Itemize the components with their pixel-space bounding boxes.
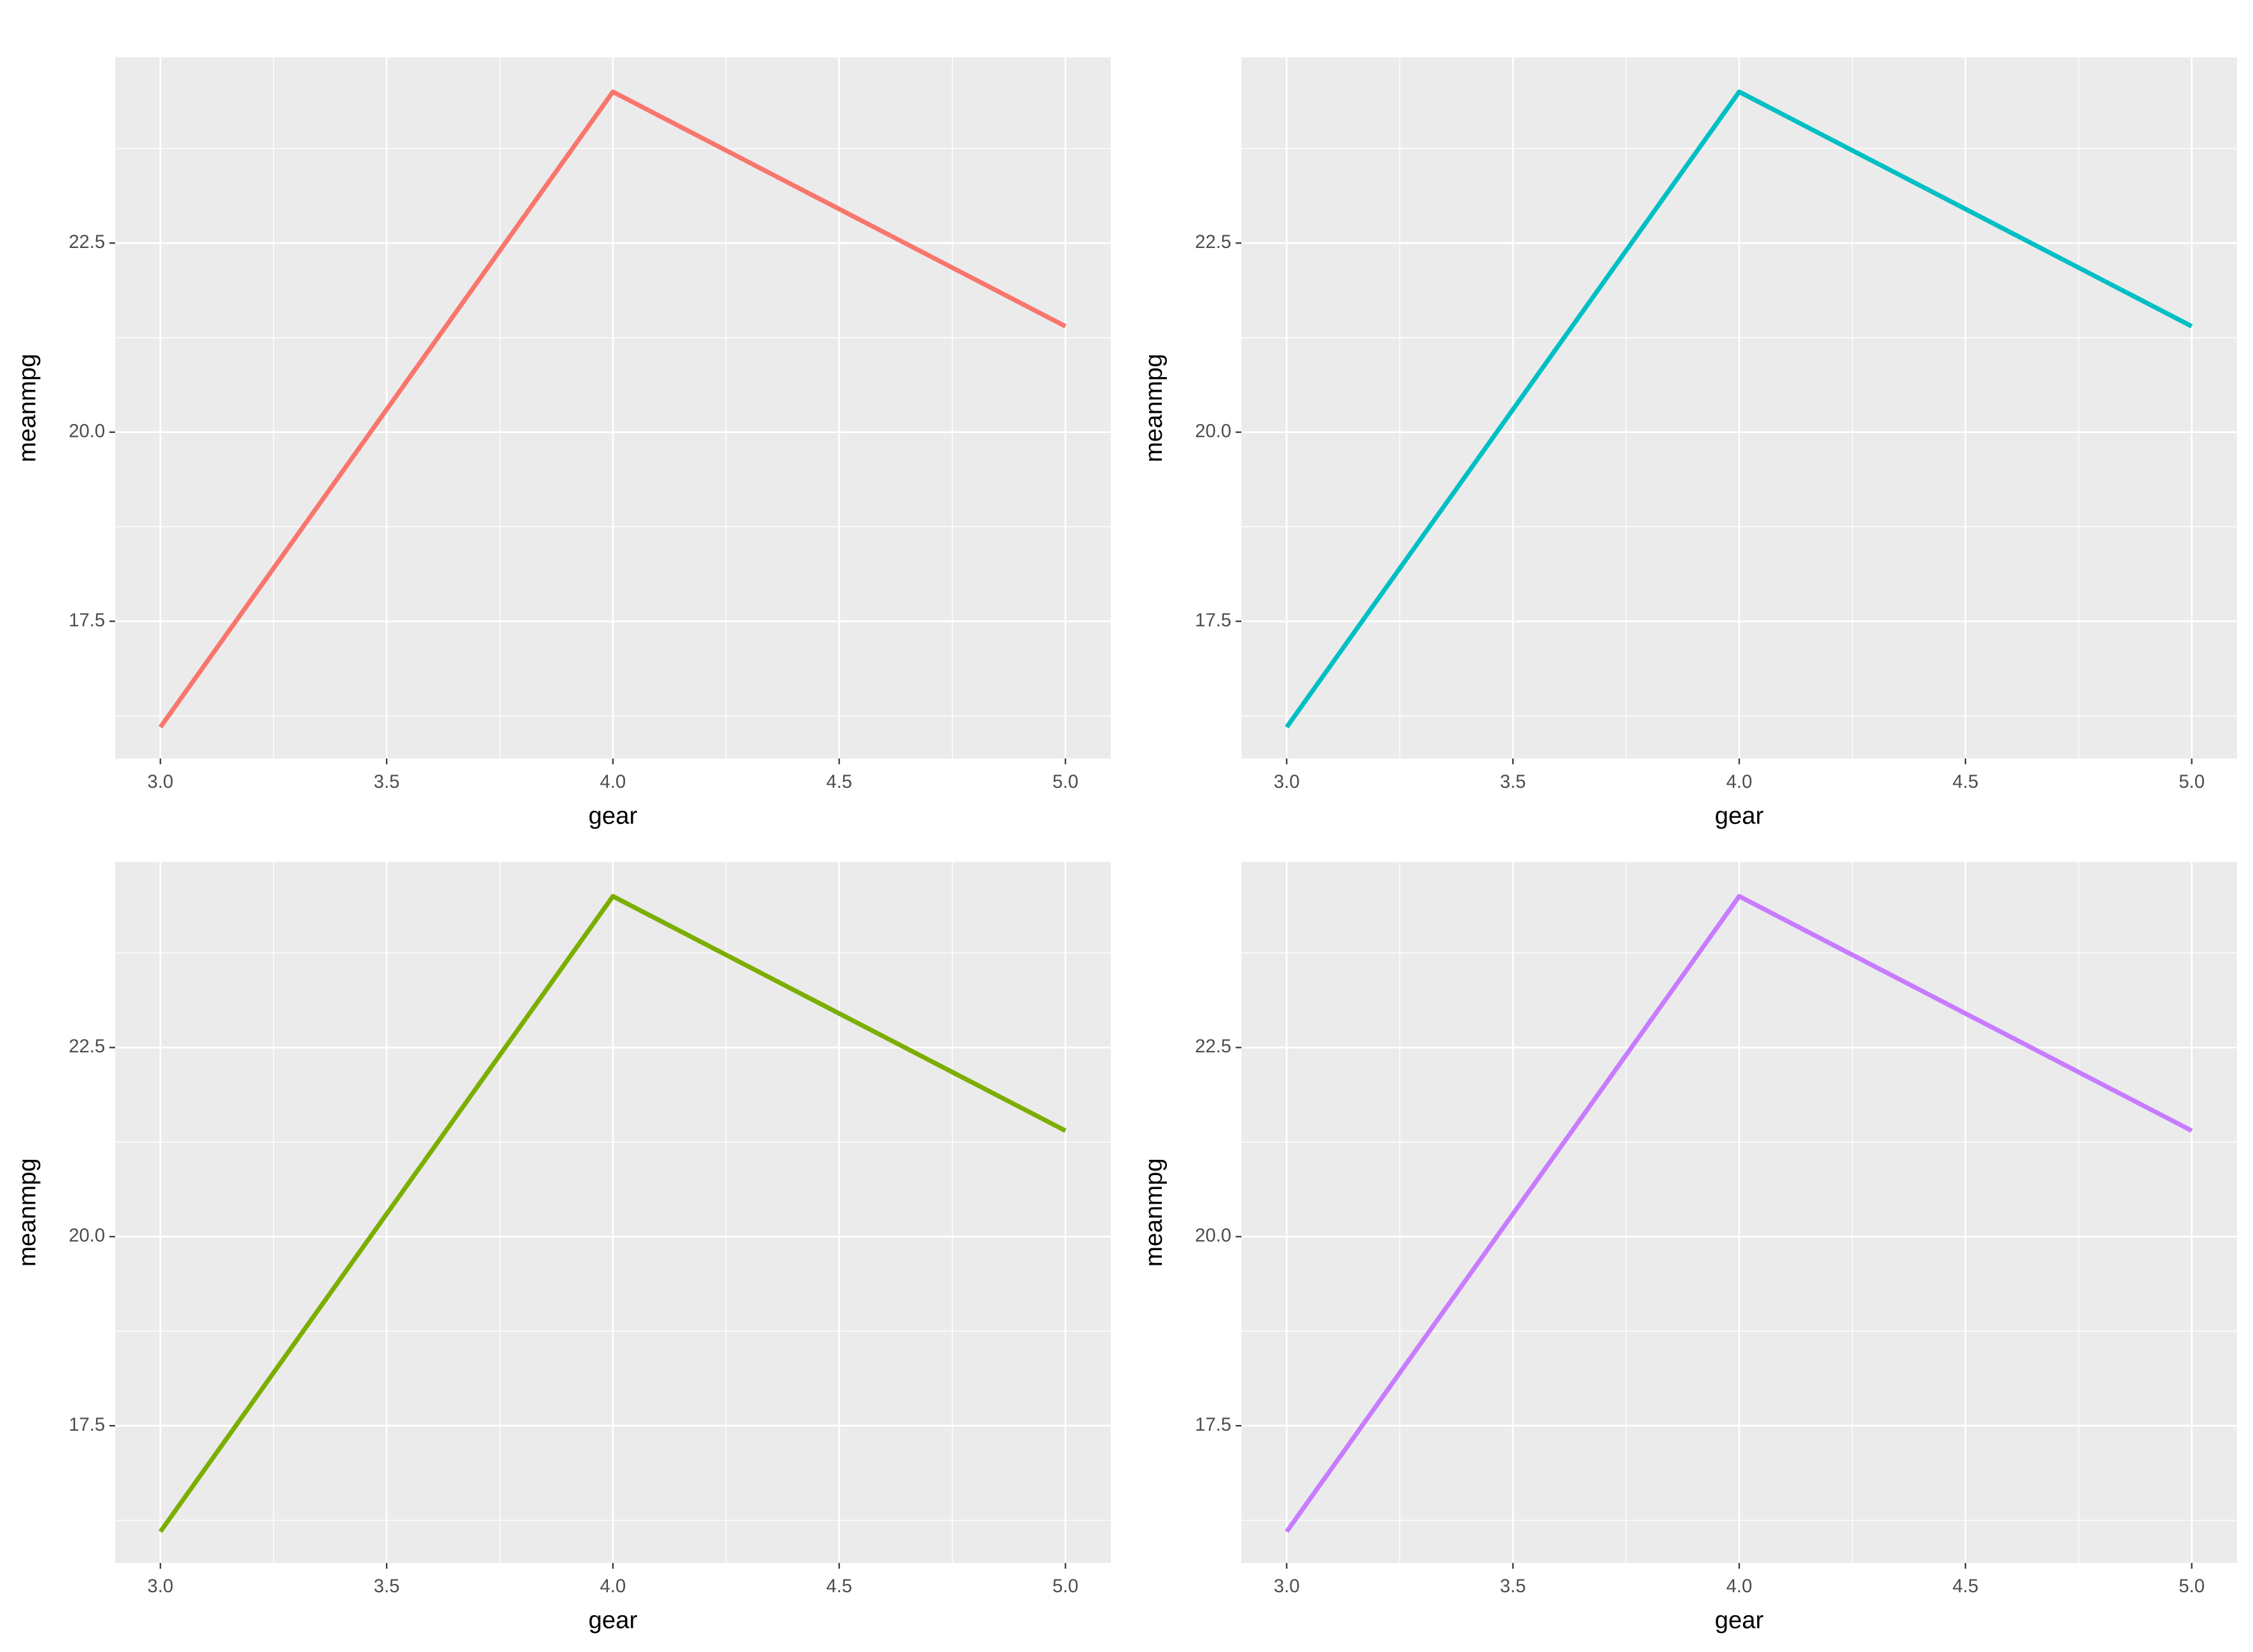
x-axis-title: gear xyxy=(588,802,637,830)
y-tick-label: 17.5 xyxy=(1195,1414,1231,1435)
x-tick-label: 3.5 xyxy=(1500,771,1526,792)
x-axis-title: gear xyxy=(1715,1607,1764,1634)
x-axis-title: gear xyxy=(1715,802,1764,830)
y-axis-title: meanmpg xyxy=(1140,354,1168,462)
y-tick-label: 20.0 xyxy=(69,1225,105,1246)
x-tick-label: 5.0 xyxy=(1052,771,1078,792)
y-tick-label: 20.0 xyxy=(1195,1225,1231,1246)
data-line xyxy=(158,893,1067,1533)
x-tick-label: 4.0 xyxy=(600,1576,626,1597)
x-tick-label: 4.5 xyxy=(1952,1576,1978,1597)
y-axis-title: meanmpg xyxy=(1140,1158,1168,1267)
x-tick-label: 3.0 xyxy=(148,1576,174,1597)
x-tick-label: 5.0 xyxy=(2179,771,2205,792)
x-tick-label: 4.5 xyxy=(1952,771,1978,792)
x-tick-label: 5.0 xyxy=(1052,1576,1078,1597)
x-tick-label: 4.0 xyxy=(600,771,626,792)
x-tick-label: 4.5 xyxy=(826,1576,852,1597)
panel: 17.5 20.0 22.5 3.0 3.5 4.0 4.5 5.0 gear meanmpg xyxy=(1140,57,2237,830)
data-line xyxy=(158,89,1067,729)
y-tick-label: 22.5 xyxy=(69,231,105,252)
x-tick-label: 3.5 xyxy=(1500,1576,1526,1597)
x-tick-label: 3.0 xyxy=(1274,1576,1300,1597)
x-tick-label: 3.5 xyxy=(374,771,400,792)
y-tick-label: 22.5 xyxy=(1195,231,1231,252)
x-tick-label: 4.5 xyxy=(826,771,852,792)
panel: 17.5 20.0 22.5 3.0 3.5 4.0 4.5 5.0 gear meanmpg xyxy=(14,57,1111,830)
x-tick-label: 4.0 xyxy=(1726,771,1753,792)
panel: 17.5 20.0 22.5 3.0 3.5 4.0 4.5 5.0 gear meanmpg xyxy=(1140,862,2237,1634)
y-tick-label: 20.0 xyxy=(69,420,105,441)
y-axis-title: meanmpg xyxy=(14,354,41,462)
data-line xyxy=(1285,893,2193,1533)
y-tick-label: 22.5 xyxy=(1195,1036,1231,1057)
data-line xyxy=(1285,89,2193,729)
x-tick-label: 5.0 xyxy=(2179,1576,2205,1597)
y-tick-label: 17.5 xyxy=(1195,610,1231,631)
y-axis-title: meanmpg xyxy=(14,1158,41,1267)
y-tick-label: 17.5 xyxy=(69,1414,105,1435)
panel: 17.5 20.0 22.5 3.0 3.5 4.0 4.5 5.0 gear meanmpg xyxy=(14,862,1111,1634)
y-tick-label: 20.0 xyxy=(1195,420,1231,441)
y-tick-label: 22.5 xyxy=(69,1036,105,1057)
x-axis-title: gear xyxy=(588,1607,637,1634)
x-tick-label: 3.5 xyxy=(374,1576,400,1597)
x-tick-label: 4.0 xyxy=(1726,1576,1753,1597)
y-tick-label: 17.5 xyxy=(69,610,105,631)
x-tick-label: 3.0 xyxy=(148,771,174,792)
x-tick-label: 3.0 xyxy=(1274,771,1300,792)
